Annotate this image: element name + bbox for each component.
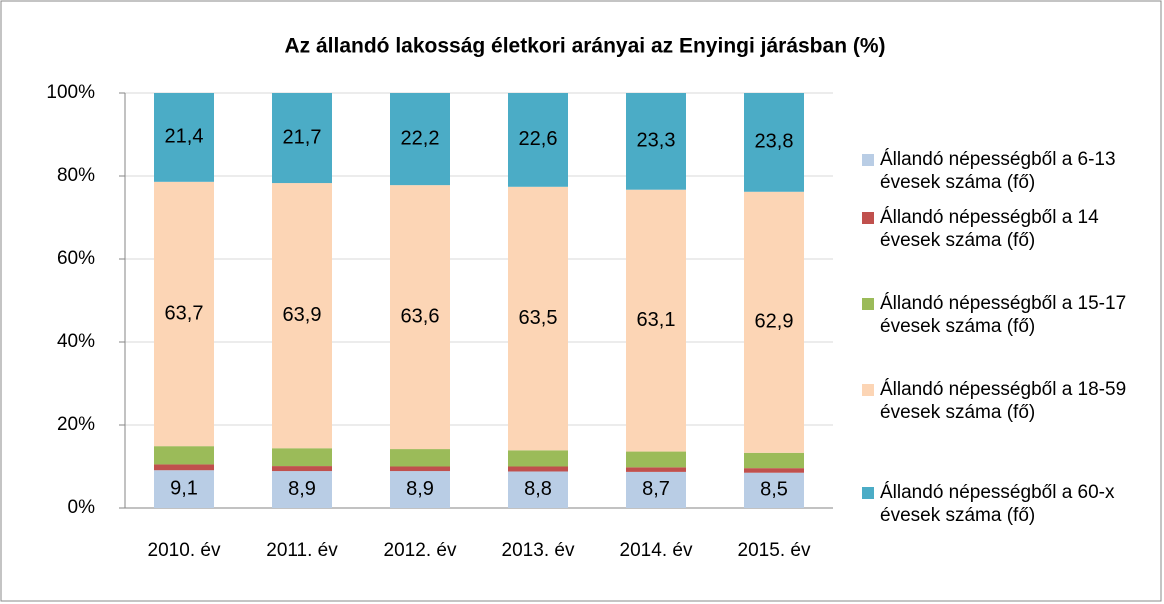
bar-segment: [744, 472, 804, 508]
data-label: 63,1: [637, 309, 676, 331]
bar-segment: [390, 471, 450, 508]
x-tick-label: 2010. év: [148, 540, 221, 561]
bar-segment: [626, 189, 686, 452]
legend-swatch: [862, 212, 874, 224]
bar-segment: [744, 191, 804, 453]
y-tick-label: 20%: [57, 414, 95, 435]
bar-segment: [154, 464, 214, 471]
legend-swatch: [862, 384, 874, 396]
data-label: 63,7: [165, 302, 204, 324]
bar-segment: [272, 448, 332, 467]
bar-segment: [390, 466, 450, 472]
bar-segment: [154, 470, 214, 508]
data-label: 63,9: [283, 304, 322, 326]
legend-entry: Állandó népességből a 15-17 évesek száma…: [880, 293, 1127, 337]
bar-segment: [154, 93, 214, 182]
x-tick-label: 2012. év: [384, 540, 457, 561]
y-tick-label: 0%: [68, 497, 96, 518]
bar-segment: [744, 468, 804, 473]
bar-segment: [390, 93, 450, 186]
bar-segment: [508, 450, 568, 467]
bar-segment: [744, 93, 804, 192]
data-label: 8,7: [642, 478, 670, 500]
legend-entry: Állandó népességből a 14 évesek száma (f…: [880, 207, 1099, 251]
bar-segment: [626, 93, 686, 190]
y-tick-label: 100%: [46, 82, 95, 103]
x-tick-label: 2014. év: [620, 540, 693, 561]
legend-entry: Állandó népességből a 60-x évesek száma …: [880, 482, 1115, 526]
data-label: 62,9: [755, 311, 794, 333]
legend-entry: Állandó népességből a 6-13 évesek száma …: [880, 149, 1116, 193]
legend-entry: Állandó népességből a 18-59 évesek száma…: [880, 379, 1127, 423]
bar-segment: [626, 471, 686, 508]
bar-segment: [272, 471, 332, 508]
bar-segment: [272, 466, 332, 472]
data-label: 8,9: [406, 478, 434, 500]
data-label: 63,5: [519, 307, 558, 329]
data-label: 21,4: [165, 126, 204, 148]
bar-segment: [508, 466, 568, 472]
bar-segment: [508, 93, 568, 187]
chart-title: Az állandó lakosság életkori arányai az …: [284, 35, 885, 58]
bar-segment: [272, 93, 332, 184]
bar-segment: [154, 181, 214, 447]
bar-segment: [744, 452, 804, 469]
data-label: 22,6: [519, 128, 558, 150]
data-label: 22,2: [401, 127, 440, 149]
data-label: 8,8: [524, 478, 552, 500]
data-label: 23,3: [637, 130, 676, 152]
bar-segment: [626, 451, 686, 468]
bar-segment: [508, 471, 568, 508]
x-tick-label: 2015. év: [738, 540, 811, 561]
bar-segment: [154, 446, 214, 465]
data-label: 8,5: [760, 479, 788, 501]
data-label: 8,9: [288, 478, 316, 500]
data-label: 21,7: [283, 126, 322, 148]
bar-segment: [626, 467, 686, 472]
bar-segment: [390, 185, 450, 450]
y-tick-label: 80%: [57, 165, 95, 186]
bar-segment: [390, 449, 450, 467]
x-tick-label: 2011. év: [266, 540, 338, 561]
legend-swatch: [862, 298, 874, 310]
y-tick-label: 60%: [57, 248, 95, 269]
bar-segment: [272, 183, 332, 449]
y-tick-label: 40%: [57, 331, 95, 352]
legend-swatch: [862, 487, 874, 499]
data-label: 63,6: [401, 305, 440, 327]
data-label: 23,8: [755, 131, 794, 153]
bar-segment: [508, 186, 568, 451]
x-tick-label: 2013. év: [502, 540, 575, 561]
data-label: 9,1: [170, 477, 198, 499]
legend-swatch: [862, 154, 874, 166]
